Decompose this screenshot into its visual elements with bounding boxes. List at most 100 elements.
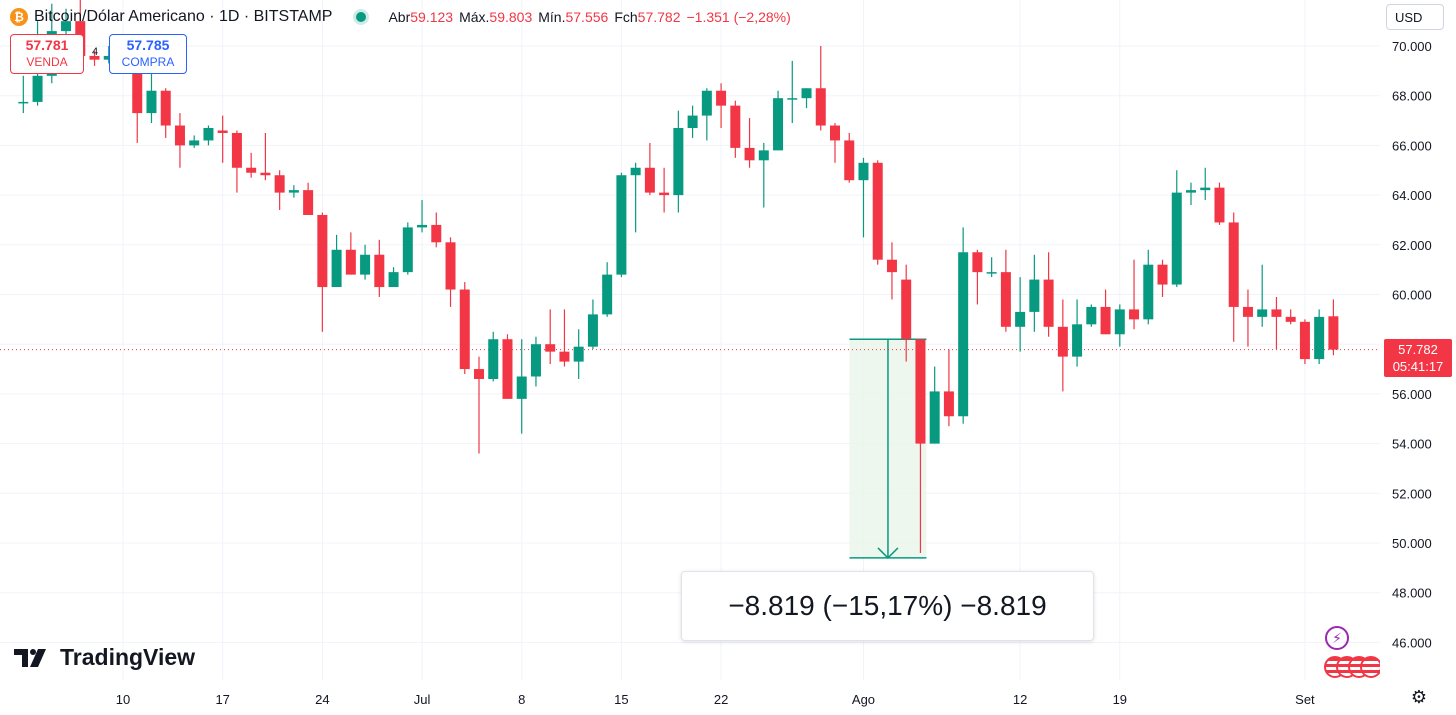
x-tick-label: Set [1295,692,1315,707]
bar-countdown: 05:41:17 [1392,359,1444,374]
candle-body [986,272,997,274]
candle-body [260,172,271,176]
candle-body [530,344,541,377]
candle-body [331,249,342,288]
lightning-icon[interactable]: ⚡ [1325,626,1349,650]
candle-body [1299,321,1310,360]
candle-body [1000,272,1011,327]
candle-body [402,227,413,273]
candle-body [89,55,100,60]
candle-body [231,132,242,168]
candle-body [943,391,954,417]
candle-body [573,346,584,362]
candle-body [659,192,670,196]
candle-body [1086,306,1097,325]
candle-body [1186,190,1196,193]
us-flag-icon [1360,656,1380,678]
candle-body [915,339,926,444]
economic-events-icon[interactable] [1324,656,1380,680]
candle-body [616,175,627,275]
candle-body [488,339,499,379]
currency-selector[interactable]: USD [1386,4,1444,30]
y-tick-label: 56.000 [1392,387,1432,402]
candle-body [958,252,969,417]
x-tick-label: 15 [614,692,628,707]
candle-body [972,252,983,273]
candle-body [431,224,442,243]
y-tick-label: 54.000 [1392,437,1432,452]
candle-body [1015,311,1026,327]
open-value: 59.123 [410,9,454,25]
candle-body [417,224,428,228]
candle-body [701,90,712,116]
y-tick-label: 70.000 [1392,39,1432,54]
candle-body [217,130,228,133]
candle-body [815,88,826,126]
candle-body [787,98,798,100]
x-tick-label: Ago [852,692,875,707]
candle-body [1057,326,1068,357]
sell-button[interactable]: 57.781 VENDA [10,34,84,74]
candle-body [1228,222,1239,307]
y-tick-label: 50.000 [1392,536,1432,551]
candle-body [716,90,727,106]
candle-body [32,75,43,102]
candle-body [673,128,684,196]
y-tick-label: 66.000 [1392,138,1432,153]
candle-body [1043,279,1054,327]
y-tick-label: 52.000 [1392,486,1432,501]
candle-body [559,351,570,362]
x-tick-label: 24 [315,692,329,707]
candle-body [1314,316,1325,360]
candle-body [687,115,698,129]
y-tick-label: 48.000 [1392,586,1432,601]
candle-body [901,279,912,340]
high-label: Máx. [459,9,490,25]
buy-label: COMPRA [121,55,175,69]
high-value: 59.803 [489,9,533,25]
low-value: 57.556 [565,9,609,25]
y-tick-label: 64.000 [1392,188,1432,203]
candle-body [61,21,72,32]
open-label: Abr [388,9,411,25]
settings-gear-icon[interactable]: ⚙ [1410,686,1428,707]
candle-body [502,339,513,399]
candle-body [132,58,143,114]
candle-body [630,167,641,176]
candle-body [872,162,883,260]
candle-body [160,90,171,126]
x-tick-label: Jul [414,692,431,707]
candle-body [801,88,812,99]
candle-body [644,167,655,193]
candle-body [1171,192,1182,285]
sell-label: VENDA [26,55,68,69]
y-tick-label: 68.000 [1392,89,1432,104]
candle-body [1200,187,1211,191]
candle-body [360,254,371,275]
market-status-icon[interactable] [356,12,367,22]
ohlc-values: Abr 59.123 Máx. 59.803 Mín. 57.556 Fch 57.78… [388,9,790,25]
candle-body [103,55,114,60]
candle-body [1072,324,1083,357]
candle-body [587,314,598,347]
symbol-title[interactable]: Bitcoin/Dólar Americano · 1D · BITSTAMP [34,8,333,25]
buy-button[interactable]: 57.785 COMPRA [109,34,187,74]
candle-body [545,344,556,352]
candle-body [1242,306,1253,317]
close-value: 57.782 [637,9,681,25]
candle-body [730,105,741,148]
candle-body [374,254,385,288]
x-tick-label: 22 [714,692,728,707]
candle-body [1114,309,1125,335]
tradingview-logo[interactable]: TradingView [14,644,195,671]
candle-body [858,162,869,181]
change-value: −1.351 (−2,28%) [686,9,791,25]
y-tick-label: 46.000 [1392,635,1432,650]
bitcoin-coin-icon[interactable]: ₿ [10,8,28,26]
x-tick-label: 12 [1013,692,1027,707]
candle-body [1271,309,1282,317]
candle-body [1214,187,1225,223]
candle-body [886,259,897,273]
y-tick-label: 62.000 [1392,238,1432,253]
